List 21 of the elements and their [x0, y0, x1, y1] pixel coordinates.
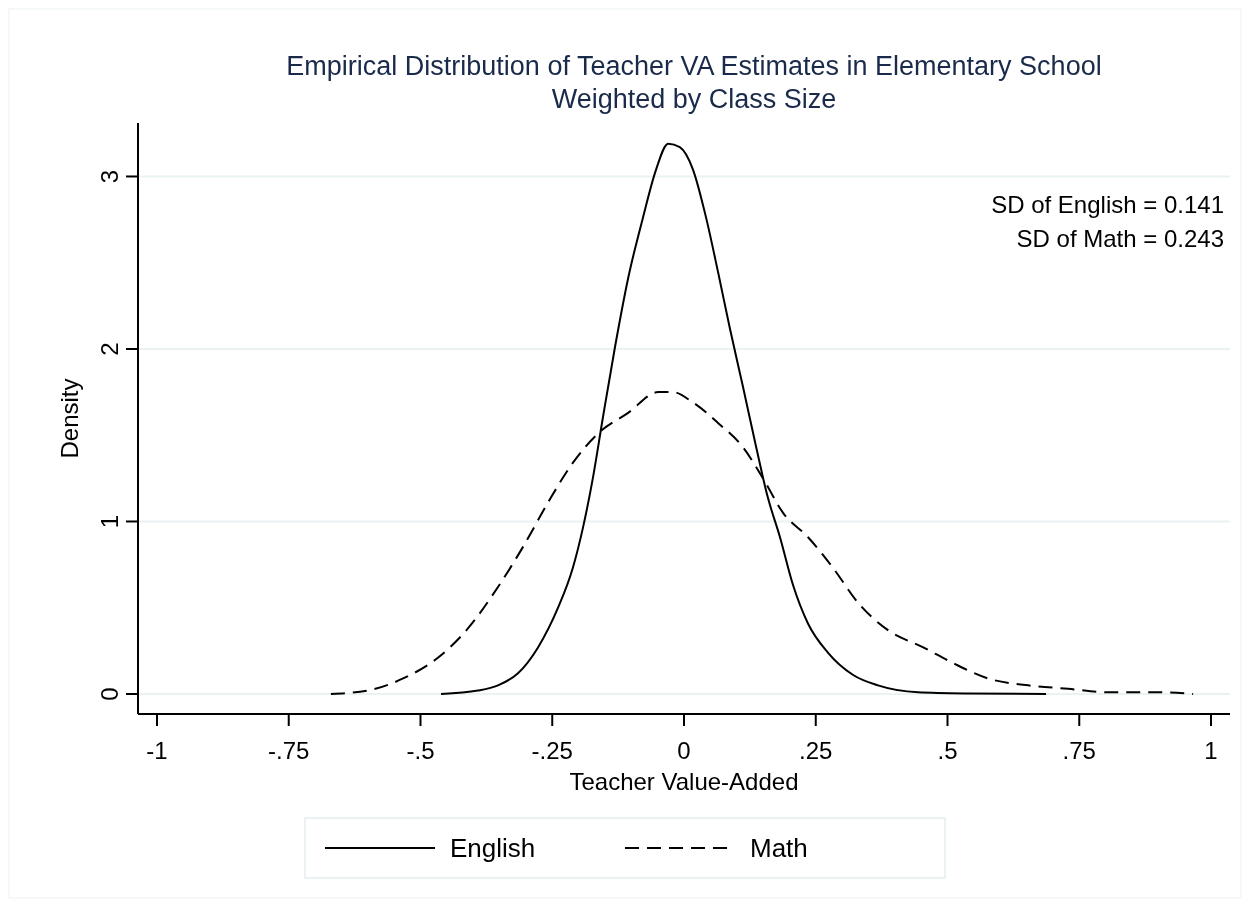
x-tick-label: -.75: [268, 737, 310, 764]
y-tick-label: 0: [96, 687, 123, 701]
annotation: SD of Math = 0.243: [1016, 225, 1224, 252]
y-tick-label: 3: [96, 169, 123, 184]
legend-label: Math: [750, 833, 808, 863]
y-tick-label: 1: [96, 514, 123, 529]
chart-subtitle: Weighted by Class Size: [551, 84, 837, 114]
x-tick-label: -.25: [531, 737, 573, 764]
x-tick-label: -1: [146, 737, 168, 764]
x-tick-label: .75: [1062, 737, 1096, 764]
annotation: SD of English = 0.141: [991, 191, 1224, 218]
legend-label: English: [450, 833, 536, 863]
chart-title: Empirical Distribution of Teacher VA Estimates in Elementary School: [286, 51, 1102, 81]
x-tick-label: 0: [677, 737, 691, 764]
x-tick-label: .25: [799, 737, 833, 764]
x-axis-title: Teacher Value-Added: [569, 768, 799, 795]
x-tick-label: .5: [937, 737, 958, 764]
y-tick-label: 2: [96, 342, 123, 356]
y-axis-title: Density: [56, 378, 83, 459]
x-tick-label: -.5: [406, 737, 435, 764]
x-tick-label: 1: [1204, 737, 1218, 764]
